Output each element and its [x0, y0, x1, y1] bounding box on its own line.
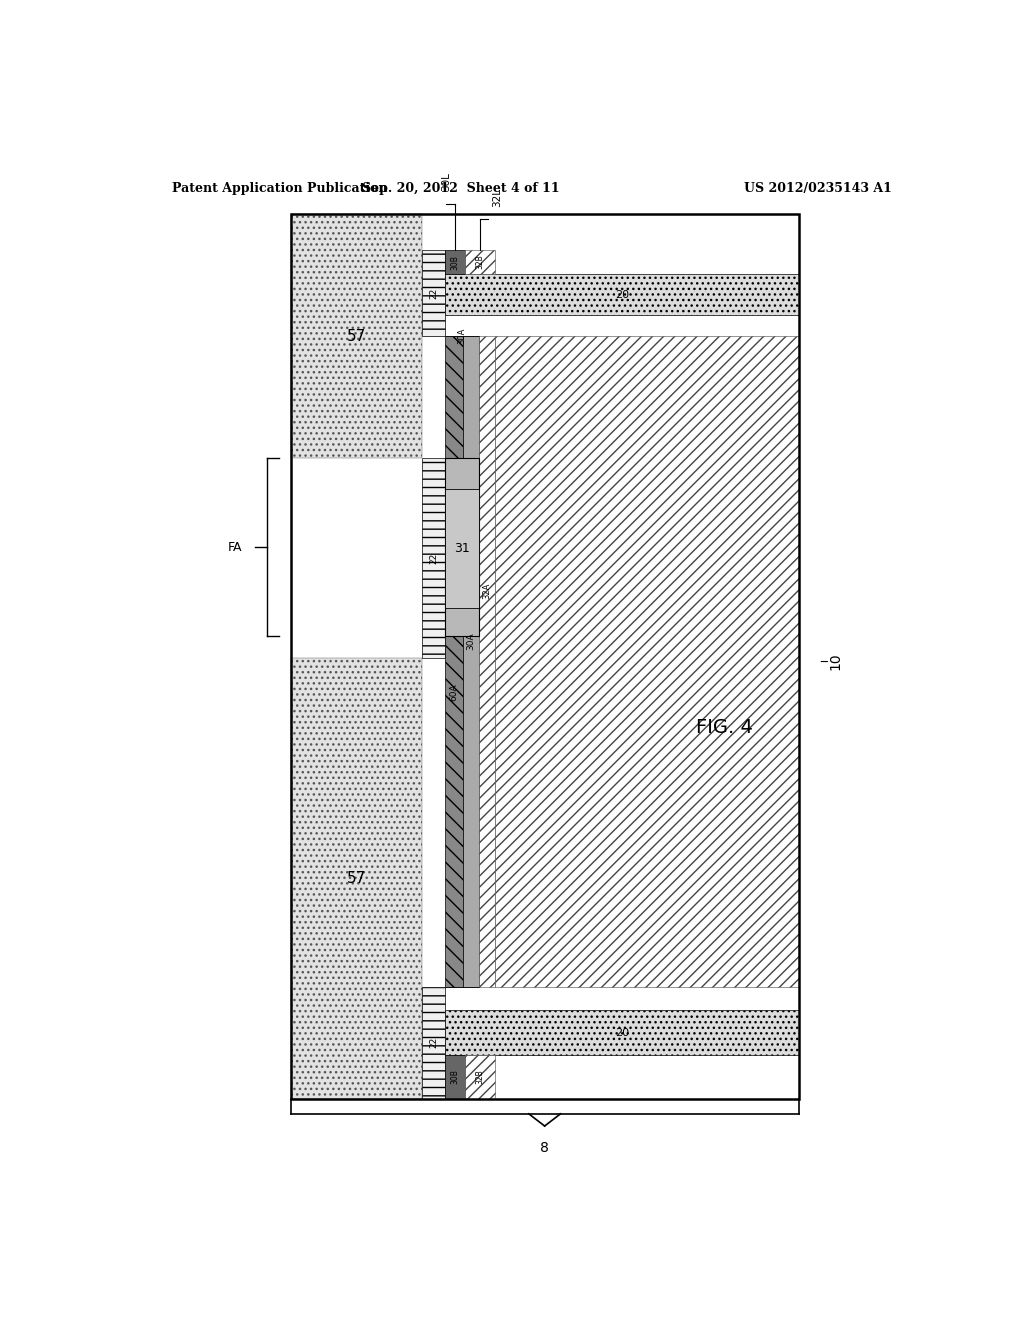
Text: 60A: 60A — [450, 684, 459, 701]
Text: 8: 8 — [541, 1142, 549, 1155]
Text: 22: 22 — [429, 553, 438, 564]
Bar — [291, 214, 799, 1098]
Bar — [445, 1010, 799, 1055]
Bar — [291, 659, 422, 1098]
Text: 31: 31 — [455, 541, 470, 554]
Text: Sep. 20, 2012  Sheet 4 of 11: Sep. 20, 2012 Sheet 4 of 11 — [362, 182, 560, 195]
Text: 32B: 32B — [475, 1069, 484, 1084]
Text: 22: 22 — [429, 288, 438, 298]
Bar — [445, 1055, 465, 1098]
Text: 10: 10 — [828, 652, 843, 671]
Bar — [422, 987, 445, 1098]
Text: 30A: 30A — [458, 329, 467, 345]
Bar — [465, 1055, 495, 1098]
Bar — [422, 249, 445, 337]
Text: 20: 20 — [615, 1027, 629, 1038]
Text: 32L: 32L — [492, 189, 502, 207]
Text: 57: 57 — [346, 871, 366, 886]
Bar — [445, 458, 479, 636]
Bar — [479, 337, 495, 987]
Bar — [445, 337, 463, 987]
Text: 20: 20 — [615, 289, 629, 300]
Bar — [445, 275, 799, 315]
Text: FA: FA — [228, 541, 243, 553]
Text: Patent Application Publication: Patent Application Publication — [172, 182, 387, 195]
Text: US 2012/0235143 A1: US 2012/0235143 A1 — [744, 182, 892, 195]
Bar — [291, 214, 422, 458]
Text: 22: 22 — [429, 1038, 438, 1048]
Bar — [463, 337, 479, 987]
Text: 57: 57 — [346, 329, 366, 343]
Text: 32A: 32A — [482, 582, 492, 598]
Text: 30L: 30L — [441, 172, 451, 191]
Text: 30B: 30B — [451, 1069, 460, 1084]
Bar — [445, 488, 479, 607]
Text: FIG. 4: FIG. 4 — [696, 718, 754, 737]
Text: 30A: 30A — [466, 632, 475, 649]
Bar — [422, 458, 445, 659]
Text: 32B: 32B — [475, 255, 484, 269]
Bar — [465, 249, 495, 275]
Text: 30B: 30B — [451, 255, 460, 269]
Bar — [495, 337, 799, 987]
Bar — [445, 249, 465, 275]
